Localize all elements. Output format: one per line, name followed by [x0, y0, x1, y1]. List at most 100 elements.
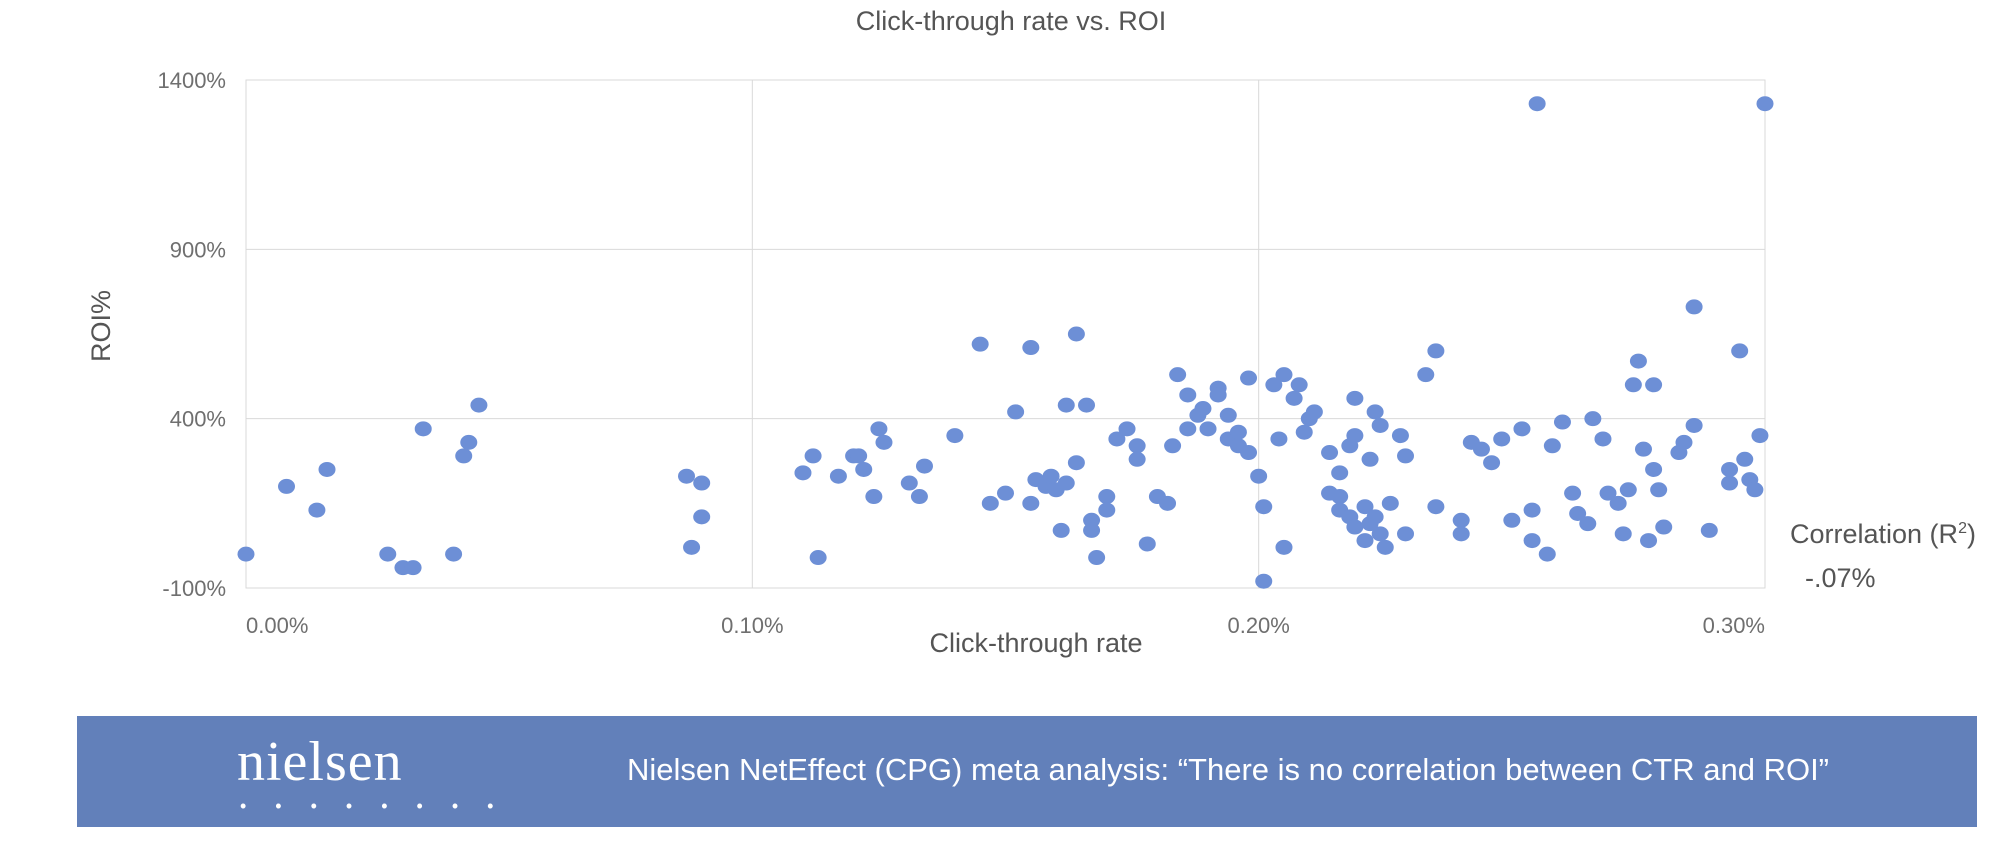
data-point [1685, 299, 1703, 315]
data-point [1584, 411, 1602, 427]
data-point [683, 539, 701, 555]
data-point [1746, 482, 1764, 498]
data-point [1483, 455, 1501, 471]
data-point [829, 468, 847, 484]
data-point [1751, 428, 1769, 444]
grid [245, 79, 1766, 589]
data-point [794, 465, 812, 481]
data-point [1128, 438, 1146, 454]
data-point [865, 489, 883, 505]
data-point [1523, 502, 1541, 518]
scatter-chart: Click-through rate vs. ROI -100% 400% 900%… [86, 6, 1774, 658]
data-point [237, 546, 255, 562]
data-point [1731, 343, 1749, 359]
data-point [1067, 326, 1085, 342]
x-tick-label: 0.10% [721, 613, 783, 638]
correlation-superscript: 2 [1958, 520, 1967, 537]
data-point [997, 485, 1014, 501]
data-point [809, 550, 827, 566]
y-tick-label: 1400% [157, 68, 226, 93]
data-point [1194, 401, 1212, 417]
data-point [1067, 455, 1085, 471]
data-point [915, 458, 933, 474]
data-point [1629, 353, 1647, 369]
data-point [1255, 573, 1273, 589]
data-point [981, 495, 999, 511]
data-point [1083, 522, 1101, 538]
data-point [1159, 495, 1177, 511]
data-point [1564, 485, 1582, 501]
data-point [1356, 533, 1374, 549]
data-point [1240, 445, 1258, 461]
data-point [1523, 533, 1541, 549]
data-point [1128, 451, 1146, 467]
data-point [1427, 499, 1445, 515]
data-point [1078, 397, 1096, 413]
data-point [455, 448, 473, 464]
data-point [1381, 495, 1399, 511]
data-point [1321, 445, 1339, 461]
data-point [1305, 404, 1323, 420]
data-point [875, 434, 893, 450]
data-point [1179, 421, 1197, 437]
x-tick-label: 0.30% [1703, 613, 1765, 638]
data-point [1472, 441, 1490, 457]
data-point [1108, 431, 1126, 447]
data-point [404, 560, 422, 576]
data-point [850, 448, 868, 464]
data-point [1209, 387, 1227, 403]
data-point [1366, 509, 1384, 525]
correlation-label-close: ) [1966, 519, 1976, 549]
x-tick-label: 0.00% [246, 613, 308, 638]
data-point [1538, 546, 1556, 562]
data-point [1199, 421, 1217, 437]
data-point [1417, 367, 1435, 383]
data-point [1371, 526, 1389, 542]
data-point [1290, 377, 1308, 393]
data-point [1634, 441, 1652, 457]
data-point [1721, 475, 1739, 491]
data-points [237, 96, 1774, 589]
data-point [1721, 461, 1739, 477]
data-point [1164, 438, 1182, 454]
data-point [1057, 397, 1075, 413]
data-point [1098, 489, 1116, 505]
data-point [1255, 499, 1273, 515]
data-point [1371, 417, 1389, 433]
data-point [1265, 377, 1283, 393]
banner-caption: Nielsen NetEffect (CPG) meta analysis: “… [627, 752, 1830, 787]
data-point [1579, 516, 1597, 532]
data-point [1366, 404, 1384, 420]
data-point [1052, 522, 1070, 538]
data-point [1528, 96, 1546, 112]
y-tick-label: 900% [170, 237, 226, 262]
nielsen-banner: nielsen • • • • • • • • Nielsen NetEffec… [77, 716, 1977, 827]
data-point [910, 489, 928, 505]
data-point [1736, 451, 1754, 467]
y-axis-title: ROI% [86, 290, 116, 362]
data-point [1391, 428, 1409, 444]
data-point [1645, 461, 1663, 477]
chart-title: Click-through rate vs. ROI [856, 6, 1167, 36]
data-point [1493, 431, 1511, 447]
data-point [414, 421, 432, 437]
data-point [1285, 390, 1303, 406]
data-point [1655, 519, 1673, 535]
x-axis-title: Click-through rate [929, 628, 1142, 658]
data-point [308, 502, 326, 518]
data-point [470, 397, 488, 413]
data-point [1543, 438, 1561, 454]
correlation-value: -.07% [1805, 563, 1876, 593]
data-point [1675, 434, 1693, 450]
data-point [1240, 370, 1258, 386]
data-point [1250, 468, 1268, 484]
data-point [1376, 539, 1394, 555]
axis-ticks: -100% 400% 900% 1400% 0.00% 0.10% 0.20% 0.30% [157, 68, 1765, 638]
data-point [1295, 424, 1313, 440]
data-point [1118, 421, 1136, 437]
data-point [1640, 533, 1658, 549]
data-point [870, 421, 888, 437]
data-point [278, 478, 296, 494]
data-point [1346, 428, 1364, 444]
data-point [1331, 489, 1349, 505]
